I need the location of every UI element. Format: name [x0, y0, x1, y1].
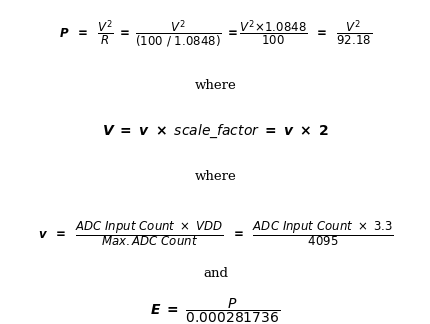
Text: $\boldsymbol{v\ \ =\ \ \dfrac{\mathit{ADC\ Input\ Count}\ \times\ \mathit{VDD}}{: $\boldsymbol{v\ \ =\ \ \dfrac{\mathit{AD…: [37, 219, 393, 248]
Text: where: where: [194, 170, 236, 183]
Text: $\boldsymbol{V\ =\ v\ \times\ \mathit{scale\_factor}\ =\ v\ \times\ 2}$: $\boldsymbol{V\ =\ v\ \times\ \mathit{sc…: [102, 122, 328, 140]
Text: and: and: [203, 267, 227, 280]
Text: $\boldsymbol{P\ \ =\ \ \dfrac{V^2}{R}\ =\ \dfrac{V^2}{(100\ /\ 1.0848)}\ =\dfrac: $\boldsymbol{P\ \ =\ \ \dfrac{V^2}{R}\ =…: [59, 18, 371, 50]
Text: where: where: [194, 79, 236, 92]
Text: $\boldsymbol{E\ =\ \dfrac{P}{0.000281736}}$: $\boldsymbol{E\ =\ \dfrac{P}{0.000281736…: [150, 297, 280, 324]
